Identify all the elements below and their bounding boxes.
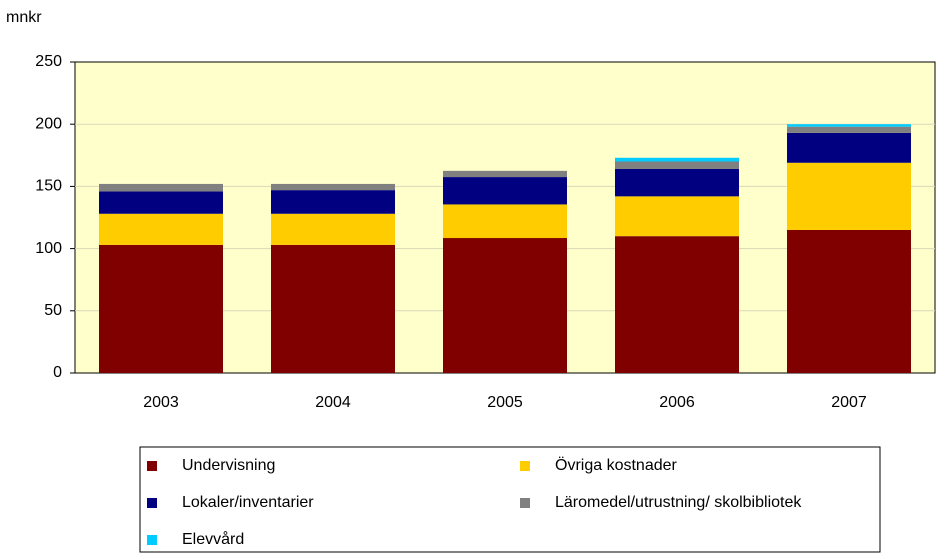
bar-segment <box>271 213 395 245</box>
y-tick-label: 100 <box>35 240 62 257</box>
legend-label: Lokaler/inventarier <box>182 494 314 511</box>
legend-label: Övriga kostnader <box>555 456 678 474</box>
legend-swatch <box>147 498 157 508</box>
y-tick-label: 0 <box>53 364 62 381</box>
bar-segment <box>99 183 223 192</box>
legend-label: Elevvård <box>182 530 244 548</box>
y-tick-label: 250 <box>35 53 62 70</box>
legend-label: Undervisning <box>182 457 275 474</box>
bar-segment <box>99 213 223 245</box>
bar-segment <box>99 244 223 373</box>
bar-segment <box>787 126 911 133</box>
y-tick-label: 200 <box>35 115 62 132</box>
bar-segment <box>615 196 739 237</box>
bar-segment <box>787 229 911 373</box>
y-tick-label: 50 <box>44 302 62 319</box>
bar-segment <box>271 244 395 373</box>
legend-box <box>139 446 881 553</box>
bar-segment <box>787 124 911 127</box>
legend-swatch <box>147 535 157 545</box>
x-tick-label: 2006 <box>659 394 695 411</box>
bar-segment <box>443 177 567 205</box>
y-tick-label: 150 <box>35 178 62 195</box>
bar-segment <box>443 170 567 178</box>
bar-segment <box>271 183 395 191</box>
x-tick-label: 2005 <box>487 394 523 411</box>
bar-segment <box>787 132 911 163</box>
bar-segment <box>99 191 223 214</box>
y-axis-label: mnkr <box>6 9 42 26</box>
legend-swatch <box>520 461 530 471</box>
bar-segment <box>615 236 739 373</box>
bar-segment <box>443 204 567 239</box>
legend-label: Läromedel/utrustning/ skolbibliotek <box>555 494 802 511</box>
legend-swatch <box>147 461 157 471</box>
x-tick-label: 2004 <box>315 394 351 411</box>
x-tick-label: 2007 <box>831 394 867 411</box>
x-tick-label: 2003 <box>143 394 179 411</box>
bar-segment <box>787 162 911 230</box>
bar-segment <box>615 161 739 169</box>
bar-segment <box>615 168 739 197</box>
bar-segment <box>443 238 567 373</box>
bar-segment <box>615 157 739 162</box>
legend-swatch <box>520 498 530 508</box>
bar-segment <box>271 190 395 214</box>
